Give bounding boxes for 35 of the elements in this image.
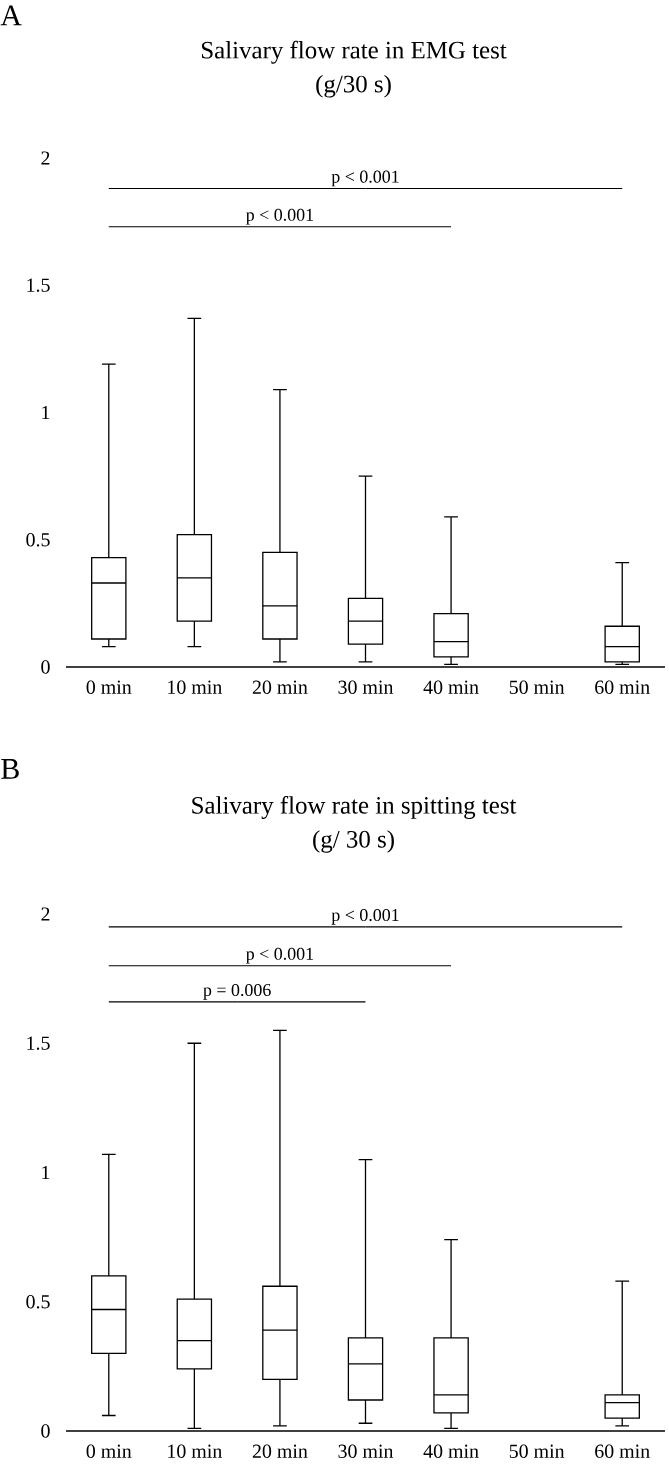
annotation: p < 0.001 <box>331 908 399 925</box>
text: A <box>0 5 22 26</box>
x-tick-label: 10 min <box>168 1444 222 1458</box>
x-tick-label: 60 min <box>595 1444 650 1458</box>
y-tick-label: 1.5 <box>27 1036 50 1050</box>
y-tick-label: 1 <box>42 1165 50 1180</box>
annotation: p < 0.001 <box>246 208 314 225</box>
annotation: p < 0.001 <box>246 947 314 964</box>
annotation: p < 0.001 <box>331 170 399 187</box>
y-tick-label: 2 <box>41 907 50 921</box>
x-tick-label: 60 min <box>595 680 650 694</box>
chart-subtitle: (g/ 30 s) <box>313 830 394 853</box>
chart-title: Salivary flow rate in EMG test <box>201 40 507 64</box>
x-tick-label: 50 min <box>509 680 565 694</box>
x-tick-label: 0 min <box>86 1444 132 1458</box>
y-tick-label: 0.5 <box>26 532 50 547</box>
x-tick-label: 40 min <box>423 1444 479 1458</box>
x-tick-label: 40 min <box>423 680 479 694</box>
x-tick-label: 50 min <box>509 1444 565 1458</box>
text: B <box>1 759 19 779</box>
chart-title: Salivary flow rate in spitting test <box>192 796 517 819</box>
y-tick-label: 1.5 <box>27 278 50 292</box>
y-tick-label: 2 <box>41 151 50 165</box>
x-tick-label: 30 min <box>338 680 394 694</box>
x-tick-label: 10 min <box>168 680 222 694</box>
x-tick-label: 0 min <box>86 680 132 694</box>
y-tick-label: 0.5 <box>26 1294 50 1309</box>
y-tick-label: 0 <box>41 660 50 674</box>
annotation: p = 0.006 <box>203 983 271 1000</box>
x-tick-label: 20 min <box>252 1444 308 1458</box>
chart-subtitle: (g/30 s) <box>316 74 391 98</box>
y-tick-label: 0 <box>41 1424 50 1438</box>
x-tick-label: 20 min <box>252 680 308 694</box>
x-tick-label: 30 min <box>338 1444 394 1458</box>
y-tick-label: 1 <box>42 405 50 420</box>
